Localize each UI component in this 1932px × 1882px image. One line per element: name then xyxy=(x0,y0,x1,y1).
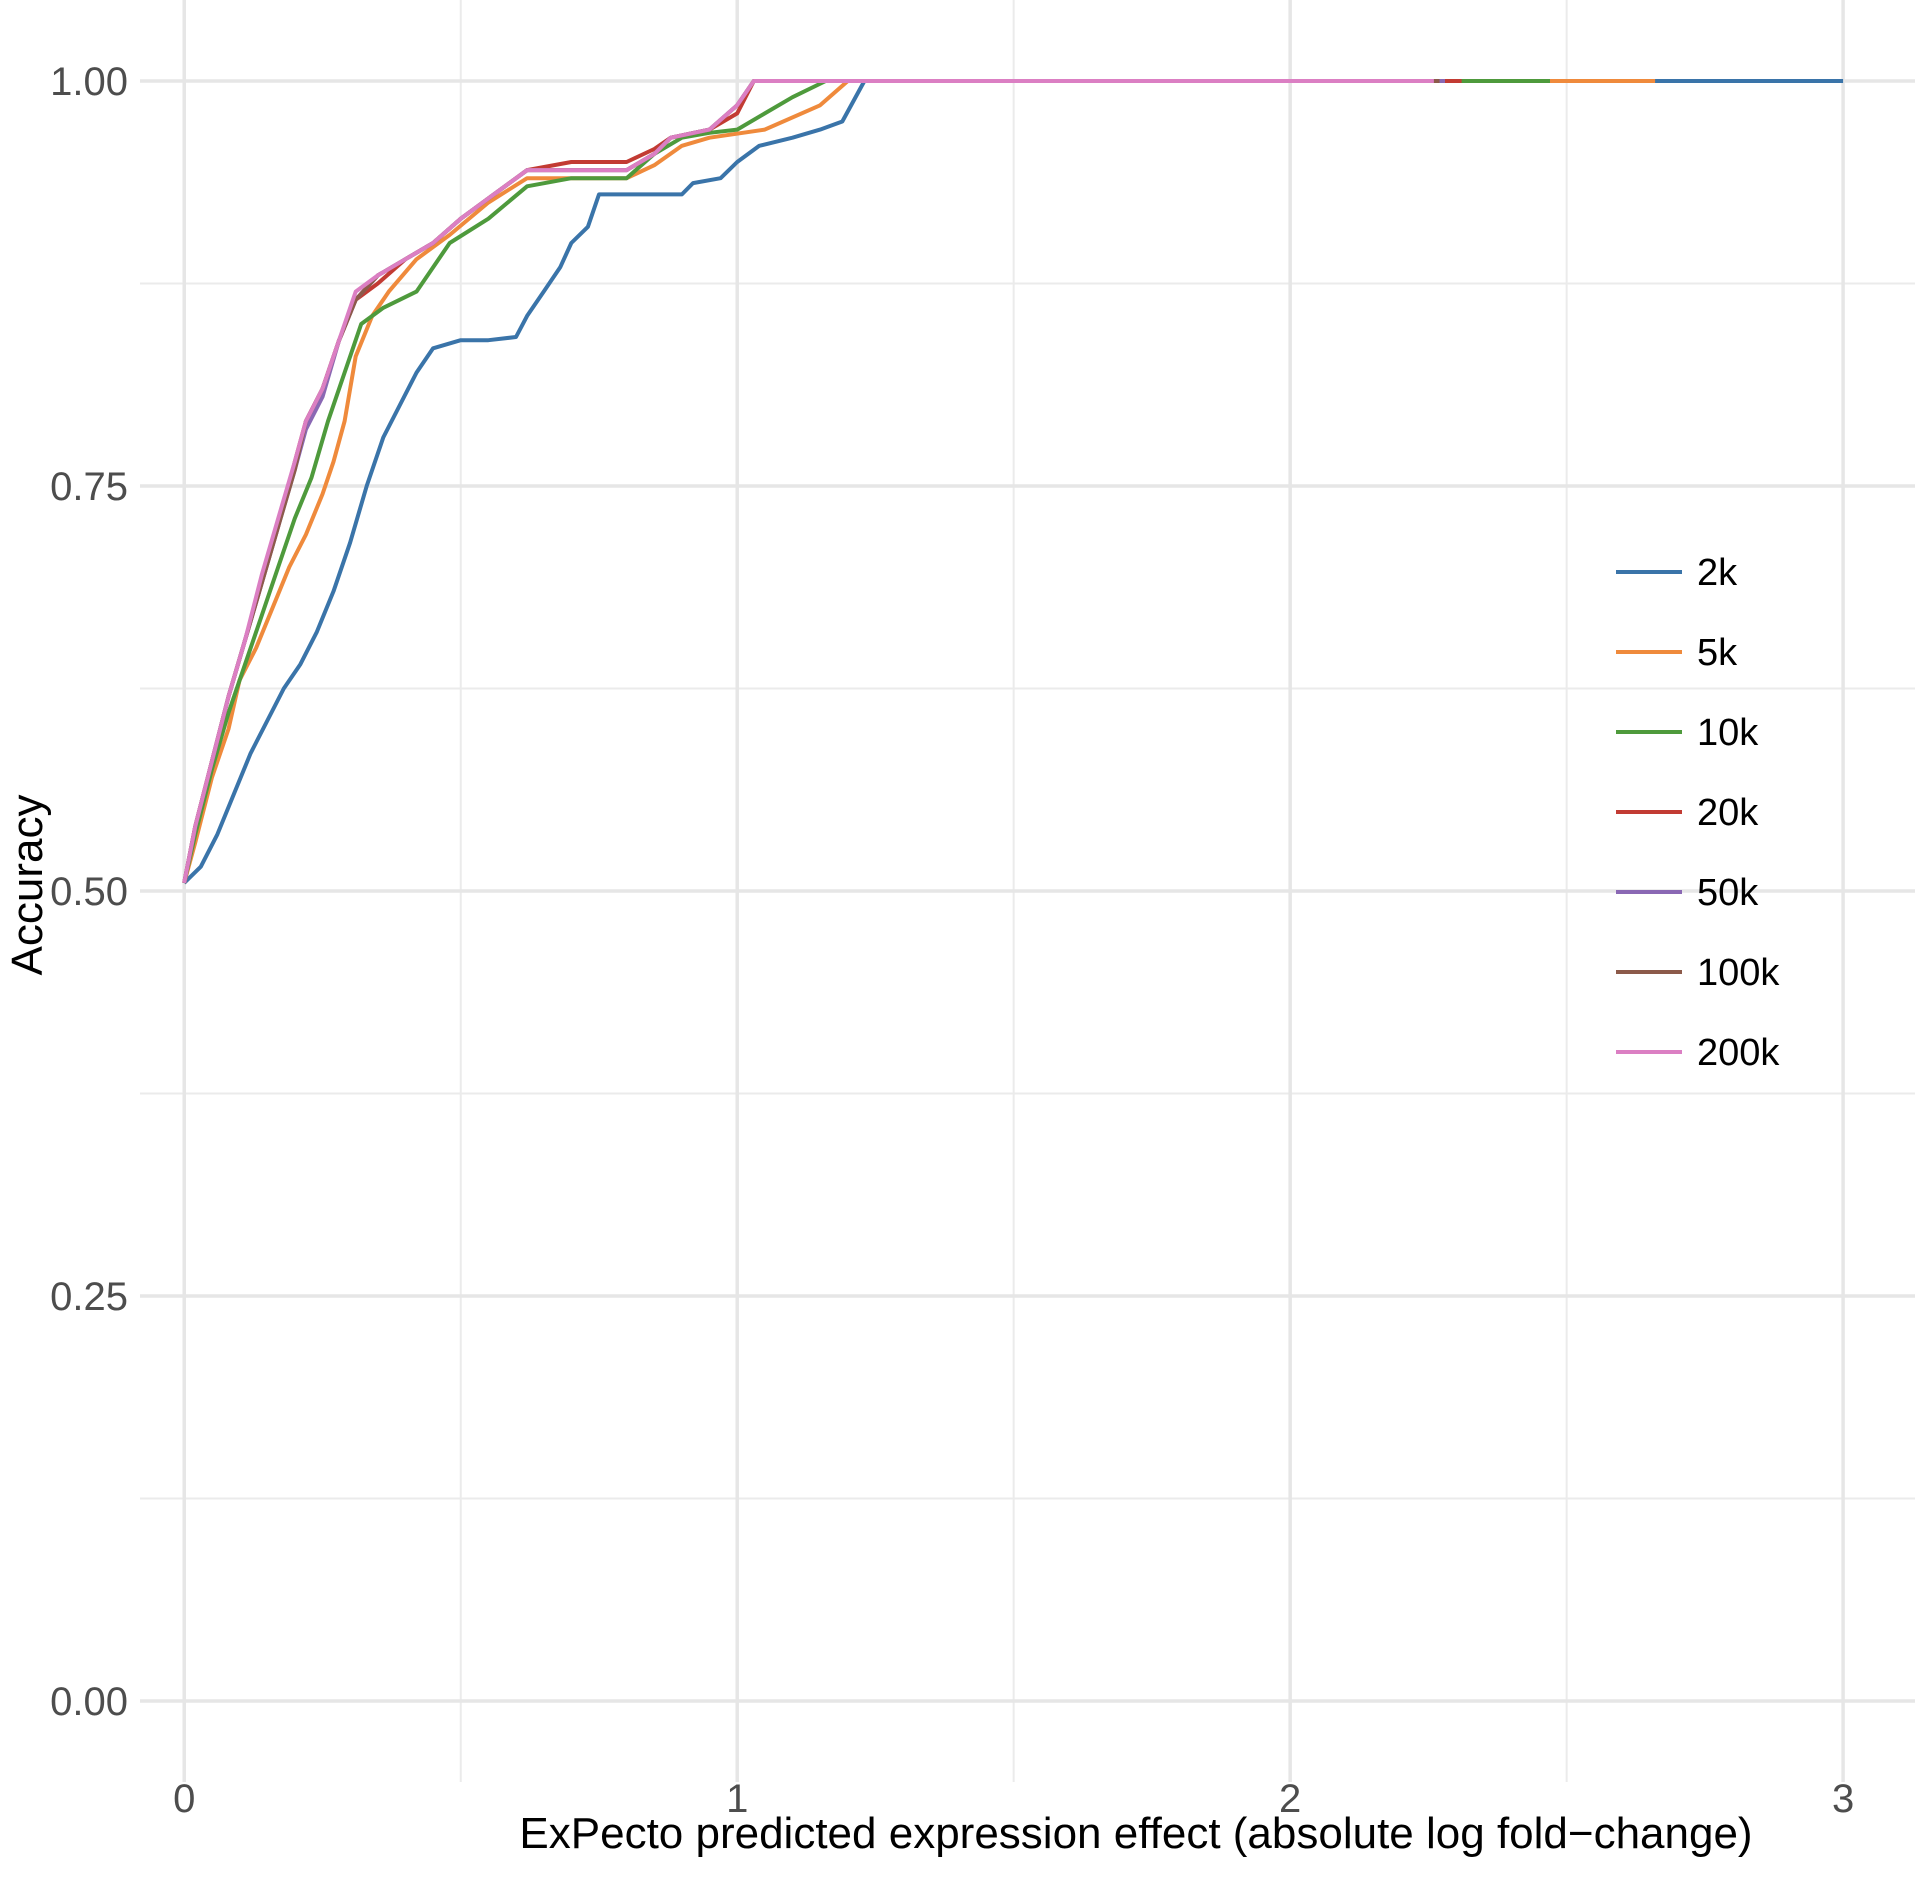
x-tick-label-1: 1 xyxy=(726,1777,748,1821)
legend: 2k 5k 10k 20k 50k 100k 200k xyxy=(1616,552,1780,1074)
x-tick-label-0: 0 xyxy=(173,1777,195,1821)
series-line-5k xyxy=(182,79,1656,884)
series-line-10k xyxy=(182,79,1550,884)
y-tick-label-2: 0.50 xyxy=(50,870,128,914)
y-tick-label-3: 0.75 xyxy=(50,465,128,509)
series-line-2k xyxy=(182,79,1844,885)
y-axis-tick-labels: 0.00 0.25 0.50 0.75 1.00 xyxy=(50,60,128,1724)
series-lines xyxy=(182,79,1844,885)
legend-label-50k: 50k xyxy=(1697,872,1759,914)
legend-label-100k: 100k xyxy=(1697,952,1780,994)
x-tick-label-3: 3 xyxy=(1832,1777,1854,1821)
series-line-200k xyxy=(182,79,1434,884)
y-tick-label-4: 1.00 xyxy=(50,60,128,104)
x-axis-tick-labels: 0 1 2 3 xyxy=(173,1777,1854,1821)
x-axis-title: ExPecto predicted expression effect (abs… xyxy=(519,1809,1752,1858)
y-tick-label-1: 0.25 xyxy=(50,1275,128,1319)
legend-label-10k: 10k xyxy=(1697,712,1759,754)
legend-label-200k: 200k xyxy=(1697,1032,1780,1074)
y-axis-title: Accuracy xyxy=(3,795,52,976)
x-tick-label-2: 2 xyxy=(1279,1777,1301,1821)
legend-label-20k: 20k xyxy=(1697,792,1759,834)
legend-label-2k: 2k xyxy=(1697,552,1738,594)
legend-label-5k: 5k xyxy=(1697,632,1738,674)
y-tick-label-0: 0.00 xyxy=(50,1680,128,1724)
